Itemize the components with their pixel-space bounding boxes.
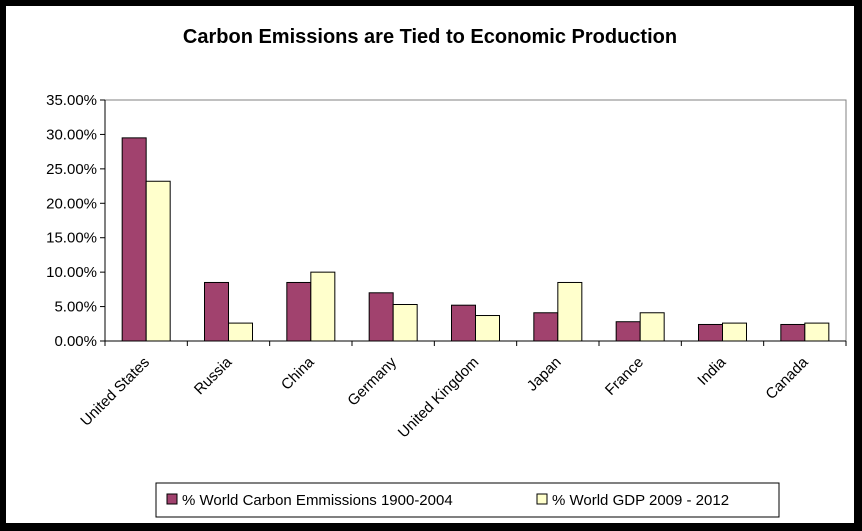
y-tick-label: 15.00% [46,230,97,247]
chart-title: Carbon Emissions are Tied to Economic Pr… [183,26,677,48]
legend: % World Carbon Emmissions 1900-2004 % Wo… [155,482,780,518]
bar-emissions-united-kingdom [451,304,476,342]
legend-swatch-emissions [166,493,178,505]
bar-gdp-united-states [145,180,171,342]
bar-gdp-india [722,322,747,342]
bar-emissions-china [286,281,312,342]
x-tick-label: United Kingdom [395,354,482,441]
legend-label-emissions: % World Carbon Emmissions 1900-2004 [182,492,453,509]
y-tick-label: 5.00% [54,299,97,316]
bar-emissions-united-states [121,137,147,342]
legend-swatch-gdp [536,493,548,505]
bar-gdp-france [639,312,665,342]
x-tick-label: Japan [524,354,565,395]
x-tick-label: China [278,353,318,393]
plot-area [104,99,847,342]
bar-emissions-germany [368,292,394,342]
y-tick-label: 25.00% [46,161,97,178]
x-tick-label: France [602,354,647,399]
bar-emissions-france [615,321,641,342]
legend-box [155,482,780,518]
legend-label-gdp: % World GDP 2009 - 2012 [552,492,729,509]
bar-gdp-china [310,271,336,342]
bar-gdp-united-kingdom [475,315,500,342]
x-tick-label: India [694,353,729,388]
bar-gdp-germany [392,304,418,342]
bar-emissions-russia [204,281,229,342]
x-tick-label: United States [77,354,153,430]
y-tick-label: 10.00% [46,264,97,281]
chart-frame: Carbon Emissions are Tied to Economic Pr… [6,6,854,523]
bar-emissions-japan [533,312,559,342]
bar-gdp-japan [557,281,583,342]
y-tick-label: 0.00% [54,333,97,350]
x-tick-label: Canada [762,353,812,403]
x-tick-label: Germany [344,353,400,409]
y-tick-label: 20.00% [46,195,97,212]
y-axis: 0.00% 5.00% 10.00% 15.00% 20.00% 25.00% 30.00%… [46,92,106,350]
bar-gdp-russia [228,322,253,342]
bar-emissions-canada [780,323,806,342]
y-tick-label: 35.00% [46,92,97,109]
bar-chart: Carbon Emissions are Tied to Economic Pr… [46,26,847,518]
x-tick-label: Russia [191,353,236,398]
bar-gdp-canada [804,322,830,342]
y-tick-label: 30.00% [46,126,97,143]
bar-emissions-india [698,323,723,342]
